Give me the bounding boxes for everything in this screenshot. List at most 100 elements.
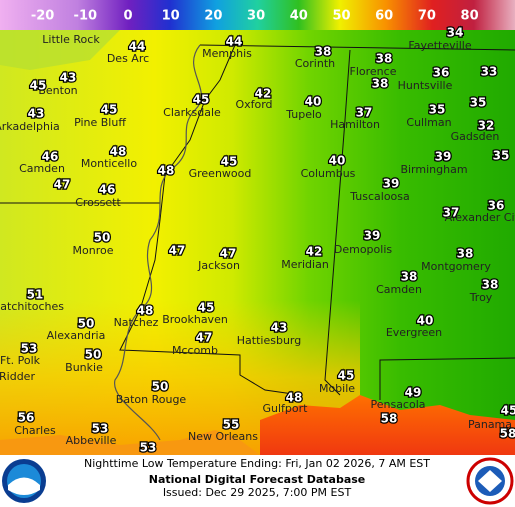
city-label: Mobile <box>319 382 355 395</box>
temperature-label: 47 <box>220 247 237 261</box>
color-bar-tick: 40 <box>290 9 308 24</box>
temperature-label: 38 <box>376 52 393 66</box>
temperature-label: 38 <box>457 247 474 261</box>
city-label: Benton <box>38 84 77 97</box>
temperature-label: 45 <box>338 369 355 383</box>
temperature-label: 40 <box>305 95 322 109</box>
temperature-label: 46 <box>42 150 59 164</box>
city-label: Cullman <box>406 116 451 129</box>
color-bar <box>0 0 515 30</box>
temperature-label: 47 <box>196 331 213 345</box>
temperature-label: 48 <box>137 304 154 318</box>
city-label: Demopolis <box>334 243 393 256</box>
temperature-label: 45 <box>193 93 210 107</box>
temperature-label: 42 <box>306 245 323 259</box>
temperature-label: 58 <box>381 412 398 426</box>
temperature-label: 33 <box>481 65 498 79</box>
city-label: Florence <box>350 65 397 78</box>
color-bar-tick: 10 <box>162 9 180 24</box>
temperature-label: 39 <box>364 229 381 243</box>
city-label: Monticello <box>81 157 137 170</box>
city-label: Meridian <box>281 258 329 271</box>
city-label: Oxford <box>235 98 272 111</box>
temperature-label: 45 <box>501 404 515 418</box>
temperature-label: 45 <box>198 301 215 315</box>
gulf-west <box>0 430 260 455</box>
city-label: Arkadelphia <box>0 120 60 133</box>
city-label: Baton Rouge <box>116 393 187 406</box>
temperature-label: 50 <box>78 317 95 331</box>
city-label: Jackson <box>197 259 240 272</box>
city-label: Gadsden <box>451 130 500 143</box>
temperature-label: 45 <box>101 103 118 117</box>
city-label: Natchitoches <box>0 300 64 313</box>
city-label: Panama <box>468 418 512 431</box>
temperature-label: 47 <box>54 178 71 192</box>
footer <box>0 455 515 507</box>
database-name: National Digital Forecast Database <box>149 473 366 486</box>
temperature-label: 50 <box>94 231 111 245</box>
nws-logo <box>466 457 514 505</box>
city-label: Gulfport <box>263 402 309 415</box>
temperature-label: 47 <box>169 244 186 258</box>
temperature-label: 39 <box>383 177 400 191</box>
city-label: Troy <box>469 291 493 304</box>
temperature-label: 43 <box>60 71 77 85</box>
temperature-label: 42 <box>255 87 272 101</box>
temperature-label: 35 <box>470 96 487 110</box>
color-bar-tick: 60 <box>375 9 393 24</box>
city-label: Memphis <box>202 47 252 60</box>
temperature-label: 48 <box>158 164 175 178</box>
city-label: Camden <box>376 283 422 296</box>
city-label: New Orleans <box>188 430 258 443</box>
city-label: Tupelo <box>285 108 322 121</box>
city-label: Brookhaven <box>162 313 228 326</box>
temperature-label: 37 <box>443 206 460 220</box>
city-label: Des Arc <box>107 52 149 65</box>
city-label: Ridder <box>0 370 35 383</box>
city-label: Birmingham <box>400 163 467 176</box>
temperature-label: 38 <box>401 270 418 284</box>
temperature-label: 55 <box>223 418 240 432</box>
temperature-label: 35 <box>429 103 446 117</box>
city-label: Greenwood <box>189 167 252 180</box>
temperature-label: 56 <box>18 411 35 425</box>
temperature-label: 48 <box>286 391 303 405</box>
temperature-label: 43 <box>271 321 288 335</box>
city-label: Little Rock <box>42 33 100 46</box>
temperature-label: 45 <box>221 155 238 169</box>
temperature-label: 53 <box>21 342 38 356</box>
temperature-label: 50 <box>152 380 169 394</box>
temperature-label: 53 <box>140 441 157 455</box>
city-label: Abbeville <box>66 434 117 447</box>
city-label: Charles <box>14 424 56 437</box>
borders <box>0 44 515 400</box>
temperature-label: 50 <box>85 348 102 362</box>
temperature-label: 46 <box>99 183 116 197</box>
city-label: Columbus <box>301 167 356 180</box>
city-label: Crossett <box>75 196 121 209</box>
temperature-label: 53 <box>92 422 109 436</box>
temperature-label: 36 <box>488 199 505 213</box>
color-bar-tick: 70 <box>418 9 436 24</box>
city-label: Corinth <box>295 57 335 70</box>
city-label: Alexandria <box>47 329 106 342</box>
city-label: Tuscaloosa <box>349 190 410 203</box>
city-label: Montgomery <box>421 260 491 273</box>
temperature-label: 35 <box>493 149 510 163</box>
color-bar-tick: 80 <box>461 9 479 24</box>
temperature-label: 38 <box>372 77 389 91</box>
color-bar-tick: 50 <box>332 9 350 24</box>
color-bar-tick: 20 <box>204 9 222 24</box>
issued-time: Issued: Dec 29 2025, 7:00 PM EST <box>163 486 352 499</box>
temperature-label: 43 <box>28 107 45 121</box>
color-bar-tick: -10 <box>74 9 98 24</box>
temperature-label: 44 <box>129 40 146 54</box>
color-bar-tick: -20 <box>31 9 55 24</box>
city-label: Hamilton <box>330 118 380 131</box>
city-label: Bunkie <box>65 361 103 374</box>
temperature-label: 44 <box>226 35 243 49</box>
city-label: Monroe <box>73 244 114 257</box>
temperature-label: 38 <box>482 278 499 292</box>
